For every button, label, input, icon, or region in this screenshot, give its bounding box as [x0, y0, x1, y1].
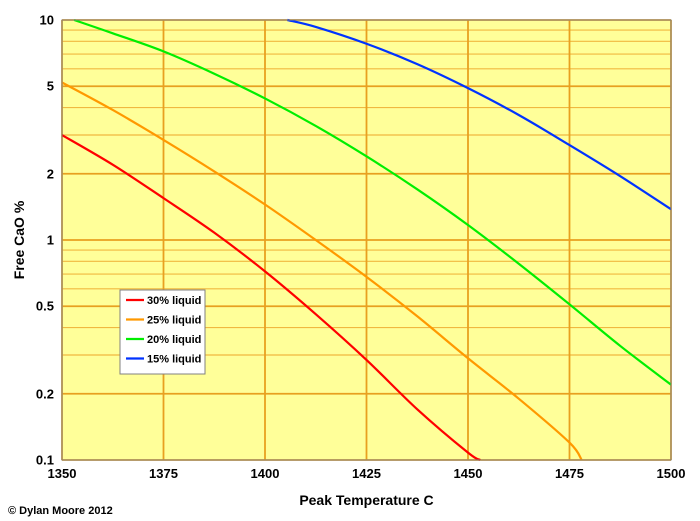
x-tick-label: 1500 [657, 466, 686, 481]
legend-label: 25% liquid [147, 315, 201, 327]
series-line-20-liquid [73, 18, 672, 386]
x-tick-label: 1475 [555, 466, 584, 481]
x-tick-label: 1375 [149, 466, 178, 481]
x-tick-label: 1450 [454, 466, 483, 481]
y-axis-title: Free CaO % [11, 200, 27, 279]
x-tick-labels: 1350 1375 1400 1425 1450 1475 1500 [48, 466, 686, 481]
y-tick-label: 2 [47, 166, 54, 181]
legend-label: 20% liquid [147, 334, 201, 346]
y-tick-label: 0.2 [36, 386, 54, 401]
x-axis-title: Peak Temperature C [299, 492, 433, 508]
y-tick-label: 0.1 [36, 453, 54, 468]
series-line-15-liquid [287, 18, 672, 211]
x-tick-label: 1350 [48, 466, 77, 481]
grid [61, 19, 672, 461]
y-tick-labels: 0.1 0.2 0.5 1 2 5 10 [36, 13, 54, 468]
series-line-30-liquid [61, 134, 481, 461]
y-tick-label: 10 [40, 13, 54, 28]
copyright-credit: © Dylan Moore 2012 [8, 505, 113, 517]
legend-label: 30% liquid [147, 295, 201, 307]
legend: 30% liquid 25% liquid 20% liquid 15% liquid [119, 289, 206, 375]
x-tick-label: 1425 [352, 466, 381, 481]
y-tick-label: 5 [47, 79, 54, 94]
y-tick-label: 0.5 [36, 299, 54, 314]
x-tick-label: 1400 [251, 466, 280, 481]
series-lines [61, 18, 672, 461]
plot-frame [61, 19, 672, 461]
legend-box [119, 289, 206, 375]
series-line-25-liquid [61, 81, 583, 461]
legend-label: 15% liquid [147, 354, 201, 366]
y-tick-label: 1 [47, 233, 54, 248]
